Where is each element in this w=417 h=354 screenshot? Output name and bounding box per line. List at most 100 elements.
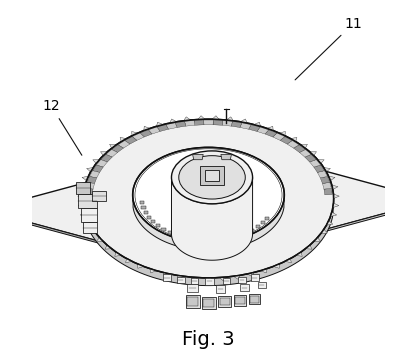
Bar [143,211,148,214]
Polygon shape [112,145,123,153]
Bar [258,282,266,289]
Polygon shape [80,212,87,217]
Bar [250,229,254,232]
Bar [161,228,166,231]
Polygon shape [294,145,305,153]
Polygon shape [285,258,291,263]
Polygon shape [110,144,116,148]
Bar [239,277,246,283]
Polygon shape [280,137,292,144]
Text: 12: 12 [43,99,82,155]
Bar [83,222,98,233]
Polygon shape [327,221,333,225]
Polygon shape [314,165,324,172]
Polygon shape [90,229,96,234]
Polygon shape [231,121,242,127]
Polygon shape [163,273,170,276]
Polygon shape [322,182,332,189]
Polygon shape [273,133,285,140]
Polygon shape [93,160,100,164]
Polygon shape [87,168,93,172]
Polygon shape [317,171,327,178]
Polygon shape [301,144,307,148]
Polygon shape [96,238,103,241]
Polygon shape [305,245,312,249]
Polygon shape [78,203,84,207]
Polygon shape [314,238,321,241]
Polygon shape [267,126,273,131]
Bar [240,284,249,291]
Polygon shape [90,171,100,178]
Polygon shape [82,176,88,181]
Bar [186,296,200,308]
Polygon shape [273,264,279,268]
Polygon shape [257,127,269,134]
Polygon shape [310,152,317,156]
Bar [234,296,246,306]
Polygon shape [213,120,223,125]
Bar [191,278,198,284]
Bar [216,285,226,293]
Polygon shape [84,221,90,225]
Polygon shape [183,117,191,121]
Bar [177,277,184,283]
Bar [256,225,260,228]
Polygon shape [166,123,177,129]
Ellipse shape [83,119,334,278]
Bar [187,284,198,292]
Polygon shape [254,122,261,126]
Bar [168,231,172,234]
Polygon shape [87,177,97,183]
Bar [78,194,98,208]
Polygon shape [247,273,254,276]
Bar [92,190,106,201]
Bar [223,278,230,284]
Polygon shape [148,127,160,134]
Polygon shape [175,121,186,127]
Ellipse shape [133,147,284,242]
Polygon shape [85,188,93,195]
Polygon shape [324,168,330,172]
Polygon shape [305,154,316,162]
Polygon shape [140,130,152,137]
Polygon shape [287,141,299,148]
Polygon shape [205,278,212,281]
Bar [189,238,193,240]
Polygon shape [279,131,285,136]
Polygon shape [177,275,183,279]
Polygon shape [85,182,95,189]
Bar [147,216,151,219]
Bar [140,201,144,204]
Bar [220,297,230,306]
Polygon shape [249,125,260,131]
Bar [80,208,98,222]
Polygon shape [191,277,198,281]
Polygon shape [93,165,103,172]
Polygon shape [96,160,107,167]
Polygon shape [115,252,121,256]
Polygon shape [194,120,204,125]
Bar [219,296,231,307]
Polygon shape [219,277,226,281]
Bar [151,220,155,223]
Polygon shape [265,130,277,137]
Polygon shape [226,117,234,121]
Polygon shape [310,160,321,167]
Polygon shape [321,229,327,234]
Polygon shape [240,119,247,123]
Polygon shape [317,160,324,164]
Polygon shape [299,149,311,157]
Polygon shape [105,245,112,249]
Polygon shape [240,123,251,129]
Polygon shape [101,154,112,162]
Bar [205,278,214,285]
Bar [174,234,178,237]
Polygon shape [203,120,214,125]
Polygon shape [234,275,240,279]
Bar [229,236,234,239]
Polygon shape [125,137,137,144]
Polygon shape [222,120,233,126]
Bar [182,236,186,239]
Bar [261,221,265,224]
Bar [214,239,218,241]
